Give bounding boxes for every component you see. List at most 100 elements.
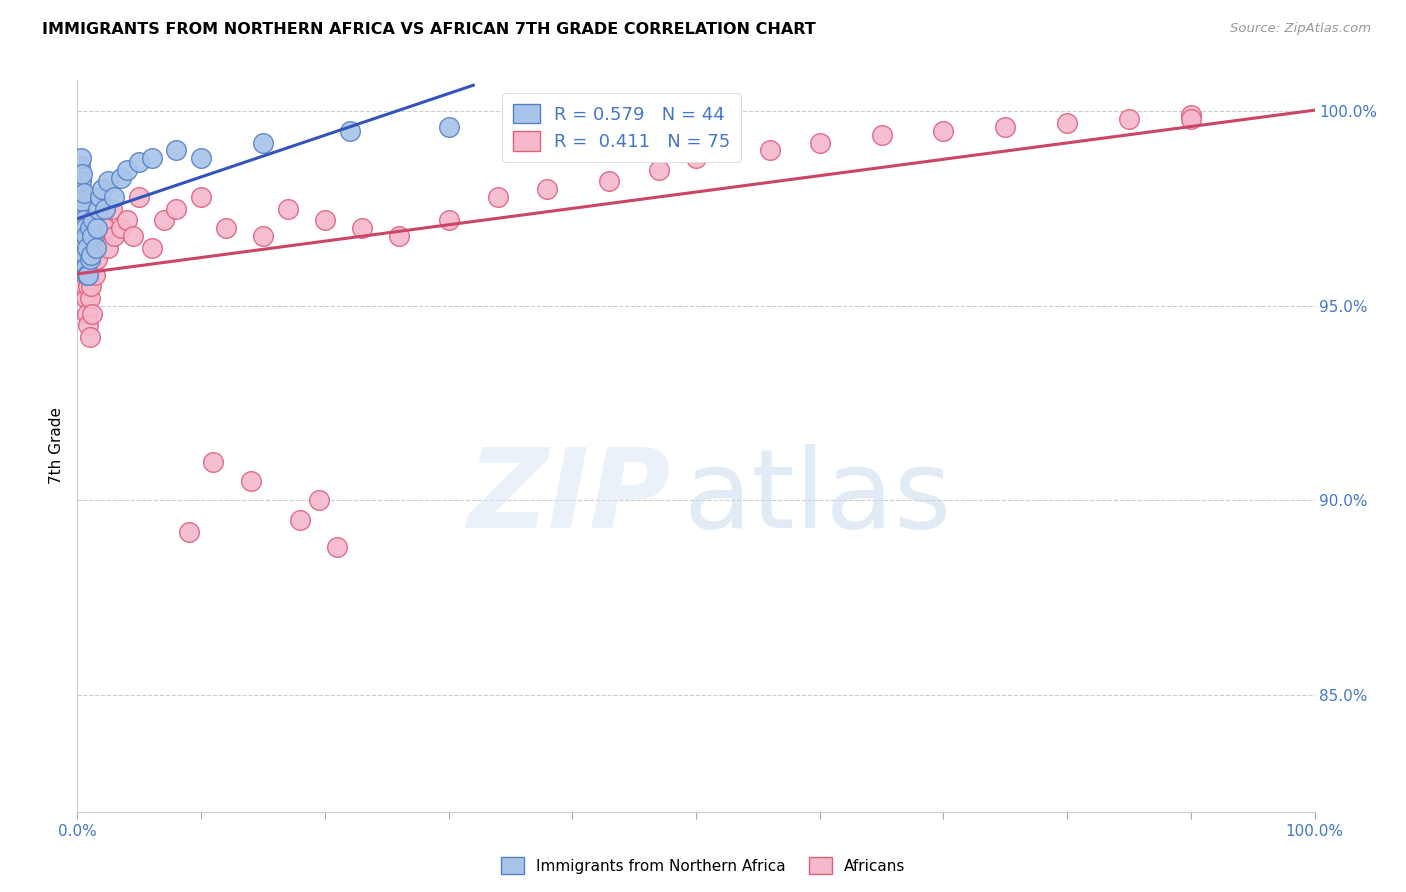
Y-axis label: 7th Grade: 7th Grade [49,408,65,484]
Point [72,194,94,208]
Point [82,213,104,227]
Point [75,260,97,274]
Point [72,186,94,200]
Point [82,260,104,274]
Point [202,454,225,468]
Point [91,213,114,227]
Point [75,228,97,243]
Point [91,182,114,196]
Point [72,225,94,239]
Point [486,190,509,204]
Point [70,228,93,243]
Point [67,228,90,243]
Point [141,151,163,165]
Point [70,151,93,165]
Point [86,252,108,267]
Point [76,268,98,282]
Point [101,202,124,216]
Point [70,174,93,188]
Point [72,217,94,231]
Point [239,474,262,488]
Point [69,159,91,173]
Point [437,120,460,134]
Point [72,268,94,282]
Point [79,330,101,344]
Point [598,174,620,188]
Point [72,236,94,251]
Point [128,190,150,204]
Point [115,162,138,177]
Point [67,221,90,235]
Point [350,221,373,235]
Point [82,307,104,321]
Point [72,236,94,251]
Point [103,228,125,243]
Point [437,213,460,227]
Point [97,241,120,255]
Point [72,167,94,181]
Point [72,213,94,227]
Point [97,174,120,188]
Point [994,120,1017,134]
Point [93,202,115,216]
Text: IMMIGRANTS FROM NORTHERN AFRICA VS AFRICAN 7TH GRADE CORRELATION CHART: IMMIGRANTS FROM NORTHERN AFRICA VS AFRIC… [42,22,815,37]
Text: atlas: atlas [683,443,952,550]
Point [82,241,104,255]
Point [69,194,91,208]
Point [72,260,94,274]
Point [69,213,91,227]
Point [87,202,110,216]
Point [86,221,108,235]
Point [339,124,361,138]
Point [103,190,125,204]
Point [190,151,212,165]
Point [67,182,90,196]
Point [122,228,145,243]
Point [69,217,91,231]
Point [252,136,274,150]
Point [77,279,100,293]
Point [84,221,107,235]
Point [73,279,96,293]
Point [326,540,349,554]
Point [141,241,163,255]
Point [932,124,955,138]
Point [83,268,105,282]
Point [73,256,96,270]
Point [648,162,671,177]
Point [177,524,200,539]
Point [93,221,115,235]
Point [115,213,138,227]
Legend: R = 0.579   N = 44, R =  0.411   N = 75: R = 0.579 N = 44, R = 0.411 N = 75 [502,93,741,161]
Text: Source: ZipAtlas.com: Source: ZipAtlas.com [1230,22,1371,36]
Point [1118,112,1140,127]
Point [165,202,187,216]
Point [69,241,91,255]
Point [67,190,90,204]
Point [288,513,311,527]
Point [70,202,93,216]
Point [153,213,176,227]
Text: ZIP: ZIP [468,443,671,550]
Point [308,493,330,508]
Point [215,221,238,235]
Point [82,228,104,243]
Point [79,252,101,267]
Point [77,268,100,282]
Point [84,241,107,255]
Point [70,228,93,243]
Point [1056,116,1078,130]
Point [79,291,101,305]
Point [1180,112,1202,127]
Point [870,128,893,142]
Point [72,213,94,227]
Point [536,182,558,196]
Point [73,248,96,262]
Point [388,228,411,243]
Point [73,233,96,247]
Point [1180,108,1202,122]
Point [89,228,111,243]
Point [72,248,94,262]
Point [759,144,782,158]
Point [75,291,97,305]
